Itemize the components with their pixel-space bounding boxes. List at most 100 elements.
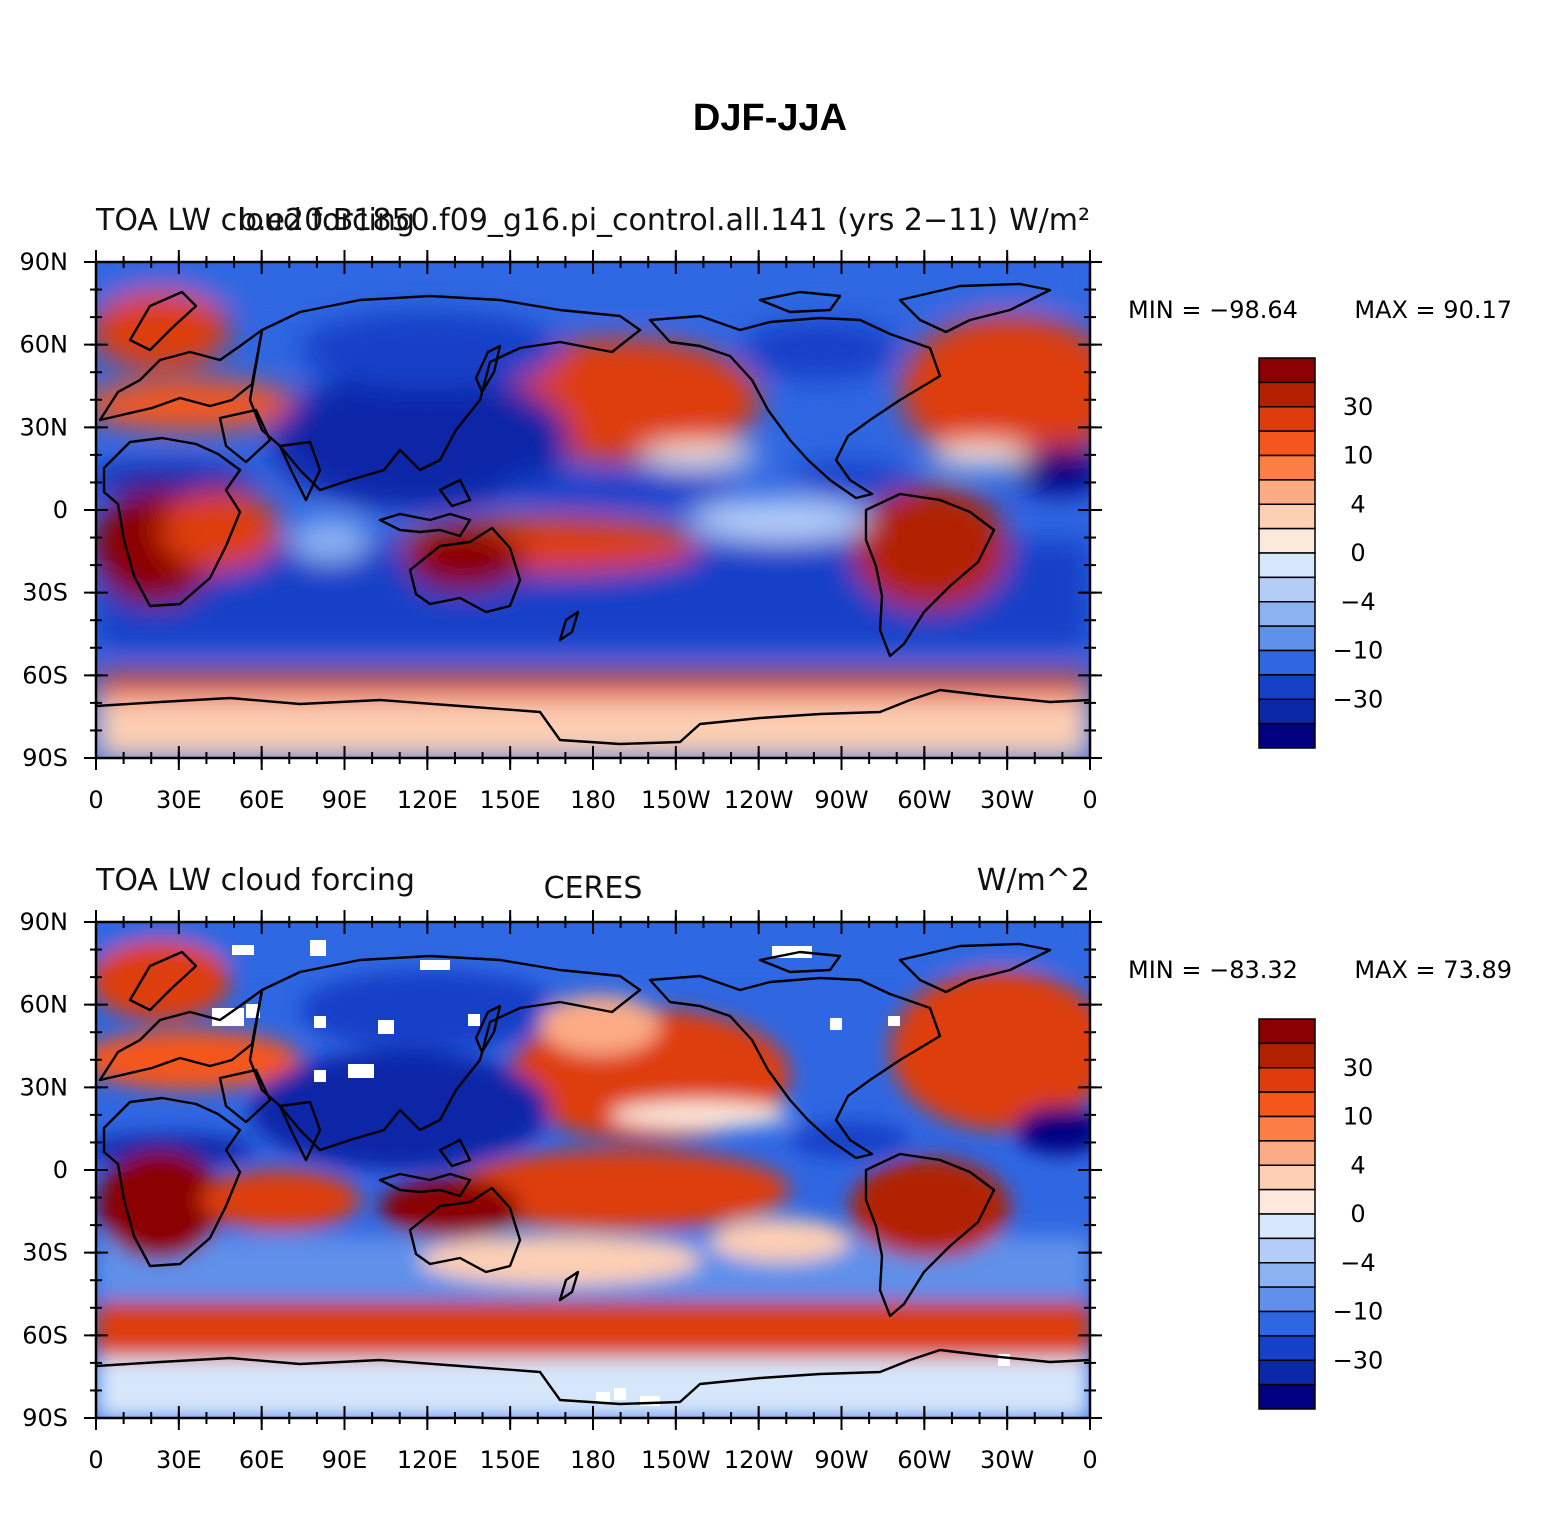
model-x-tick-label: 120W (724, 786, 794, 814)
ceres-x-tick-label: 90E (322, 1446, 368, 1474)
model-min-label: MIN = −98.64 (1128, 296, 1298, 324)
model-y-tick-label: 90S (22, 744, 68, 772)
model-max-label: MAX = 90.17 (1354, 296, 1512, 324)
ceres-colorbar-label: 30 (1343, 1054, 1374, 1082)
ceres-x-tick-label: 150E (480, 1446, 541, 1474)
ceres-colorbar-swatch (1258, 1042, 1316, 1069)
panel-model: 90N 60N 30N 0 30S 60S 90S 0 30E 60E 90E 120E 150E 180… (20, 203, 1513, 814)
ceres-x-tick-label: 0 (1082, 1446, 1097, 1474)
model-colorbar-swatch (1258, 698, 1316, 725)
model-y-tick-label: 30N (20, 413, 69, 441)
ceres-y-tick-label: 90S (22, 1404, 68, 1432)
ceres-colorbar-label: −30 (1333, 1346, 1384, 1374)
model-colorbar-label: 4 (1350, 490, 1365, 518)
model-y-tick-label: 90N (20, 248, 69, 276)
ceres-colorbar-swatch (1258, 1164, 1316, 1191)
ceres-x-tick-label: 30W (980, 1446, 1034, 1474)
model-colorbar-label: −4 (1340, 588, 1375, 616)
ceres-colorbar-label: 10 (1343, 1103, 1374, 1131)
ceres-units: W/m^2 (977, 863, 1090, 898)
ceres-colorbar-label: −10 (1333, 1298, 1384, 1326)
ceres-x-tick-label: 90W (814, 1446, 868, 1474)
ceres-y-tick-label: 0 (53, 1156, 68, 1184)
ceres-x-tick-label: 150W (641, 1446, 711, 1474)
ceres-x-tick-label: 180 (570, 1446, 616, 1474)
ceres-y-tick-label: 90N (20, 908, 69, 936)
model-colorbar-swatch (1258, 381, 1316, 408)
model-x-tick-label: 0 (1082, 786, 1097, 814)
model-colorbar-swatch (1258, 527, 1316, 554)
ceres-colorbar-swatch (1258, 1091, 1316, 1118)
figure-title: DJF-JJA (693, 97, 847, 139)
ceres-colorbar-label: −4 (1340, 1249, 1375, 1277)
model-axes: 90N 60N 30N 0 30S 60S 90S 0 30E 60E 90E 120E 150E 180… (20, 248, 1102, 814)
ceres-colorbar-swatch (1258, 1213, 1316, 1240)
model-colorbar-swatch (1258, 357, 1316, 384)
ceres-max-label: MAX = 73.89 (1354, 956, 1512, 984)
ceres-min-label: MIN = −83.32 (1128, 956, 1298, 984)
model-x-tick-label: 90E (322, 786, 368, 814)
model-colorbar-swatch (1258, 576, 1316, 603)
model-x-tick-label: 120E (397, 786, 458, 814)
panel-ceres: 90N 60N 30N 0 30S 60S 90S 0 30E 60E 90E 120E 150E 180… (20, 863, 1513, 1474)
ceres-colorbar-label: 4 (1350, 1151, 1365, 1179)
model-y-tick-label: 60S (22, 661, 68, 689)
ceres-colorbar-swatch (1258, 1115, 1316, 1142)
model-colorbar-swatch (1258, 552, 1316, 579)
model-x-tick-label: 150E (480, 786, 541, 814)
model-colorbar-label: −30 (1333, 685, 1384, 713)
model-colorbar-label: 30 (1343, 393, 1374, 421)
model-x-tick-label: 0 (88, 786, 103, 814)
ceres-left-title: TOA LW cloud forcing (95, 863, 415, 898)
ceres-colorbar-label: 0 (1350, 1200, 1365, 1228)
model-colorbar-swatch (1258, 430, 1316, 457)
ceres-colorbar-swatch (1258, 1359, 1316, 1386)
model-map-field (96, 262, 1090, 758)
ceres-y-tick-label: 30S (22, 1239, 68, 1267)
ceres-x-tick-label: 60W (897, 1446, 951, 1474)
ceres-colorbar-swatch (1258, 1383, 1316, 1410)
model-colorbar-swatch (1258, 601, 1316, 627)
model-x-tick-label: 180 (570, 786, 616, 814)
model-x-tick-label: 30W (980, 786, 1034, 814)
model-colorbar-label: 0 (1350, 539, 1365, 567)
ceres-colorbar-swatch (1258, 1310, 1316, 1337)
ceres-colorbar-swatch (1258, 1237, 1316, 1264)
ceres-map-field (96, 922, 1090, 1418)
model-x-tick-label: 30E (156, 786, 202, 814)
model-left-title: TOA LW cloud forcing (95, 203, 415, 238)
ceres-colorbar-swatch (1258, 1286, 1316, 1313)
ceres-colorbar-swatch (1258, 1018, 1316, 1045)
model-colorbar-label: −10 (1333, 637, 1384, 665)
model-colorbar-swatch (1258, 674, 1316, 700)
model-x-tick-label: 90W (814, 786, 868, 814)
ceres-x-tick-label: 120E (397, 1446, 458, 1474)
model-x-tick-label: 150W (641, 786, 711, 814)
ceres-axes: 90N 60N 30N 0 30S 60S 90S 0 30E 60E 90E 120E 150E 180… (20, 908, 1102, 1474)
ceres-colorbar: 30 10 4 0 −4 −10 −30 (1258, 1018, 1384, 1410)
ceres-y-tick-label: 60N (20, 991, 69, 1019)
ceres-x-tick-label: 120W (724, 1446, 794, 1474)
ceres-x-tick-label: 30E (156, 1446, 202, 1474)
model-y-tick-label: 60N (20, 331, 69, 359)
model-colorbar-swatch (1258, 503, 1316, 530)
ceres-center-title: CERES (544, 871, 643, 906)
model-colorbar: 30 10 4 0 −4 −10 −30 (1258, 357, 1384, 749)
model-x-tick-label: 60W (897, 786, 951, 814)
model-colorbar-swatch (1258, 649, 1316, 676)
ceres-x-tick-label: 0 (88, 1446, 103, 1474)
ceres-colorbar-swatch (1258, 1140, 1316, 1166)
model-colorbar-swatch (1258, 454, 1316, 481)
model-colorbar-label: 10 (1343, 442, 1374, 470)
ceres-colorbar-swatch (1258, 1335, 1316, 1361)
model-y-tick-label: 0 (53, 496, 68, 524)
ceres-y-tick-label: 60S (22, 1321, 68, 1349)
model-colorbar-swatch (1258, 625, 1316, 652)
model-x-tick-label: 60E (239, 786, 285, 814)
model-colorbar-swatch (1258, 479, 1316, 505)
model-y-tick-label: 30S (22, 579, 68, 607)
model-center-title: b.e20.B1850.f09_g16.pi_control.all.141 (… (238, 203, 998, 238)
ceres-colorbar-swatch (1258, 1067, 1316, 1093)
ceres-y-tick-label: 30N (20, 1073, 69, 1101)
